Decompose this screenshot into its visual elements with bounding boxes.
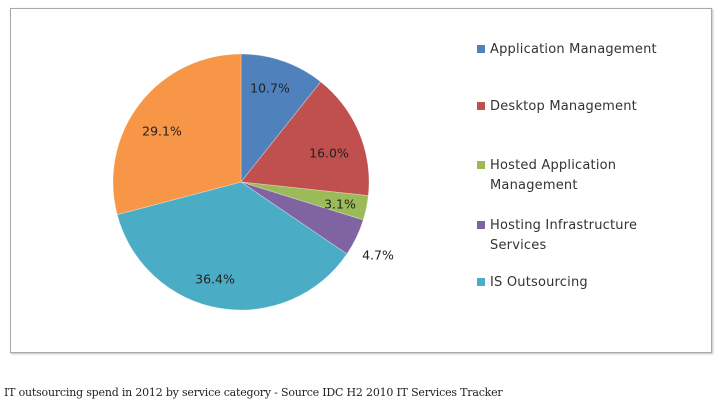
legend-swatch-icon (477, 221, 485, 229)
legend-item-hosted-application-management: Hosted Application Management (477, 156, 650, 196)
legend-item-hosting-infrastructure-services: Hosting Infrastructure Services (477, 216, 670, 256)
legend-item-is-outsourcing: IS Outsourcing (477, 273, 700, 293)
legend-swatch-icon (477, 45, 485, 53)
pie-slice-hosted-application-management (240, 181, 369, 221)
pie-slice-hosting-infrastructure-services (240, 181, 364, 255)
slice-label-hosting-infrastructure-services: 4.7% (362, 248, 394, 263)
legend-swatch-icon (477, 278, 485, 286)
legend-label: IS Outsourcing (490, 275, 588, 290)
legend-label: Hosting Infrastructure Services (490, 218, 638, 253)
pie-slice-application-management (240, 53, 322, 184)
legend-swatch-icon (477, 102, 485, 110)
legend-label: Application Management (490, 42, 657, 57)
pie-slice-unlabeled-orange (112, 53, 242, 216)
pie-slices (112, 53, 370, 311)
pie-slice-is-outsourcing (116, 181, 348, 311)
slice-label-hosted-application-management: 3.1% (324, 197, 356, 212)
chart-caption: IT outsourcing spend in 2012 by service … (4, 386, 503, 399)
pie-slice-desktop-management (240, 81, 370, 197)
slice-label-application-management: 10.7% (250, 81, 290, 96)
legend-swatch-icon (477, 161, 485, 169)
slice-label-unlabeled-orange: 29.1% (142, 124, 182, 139)
legend-label: Hosted Application Management (490, 158, 617, 193)
legend-item-desktop-management: Desktop Management (477, 97, 700, 117)
pie-slice-labels: 10.7% 16.0% 3.1% 4.7% 36.4% 29.1% (142, 81, 394, 287)
slice-label-desktop-management: 16.0% (309, 146, 349, 161)
legend-item-application-management: Application Management (477, 40, 700, 60)
slice-label-is-outsourcing: 36.4% (195, 272, 235, 287)
legend-label: Desktop Management (490, 99, 637, 114)
